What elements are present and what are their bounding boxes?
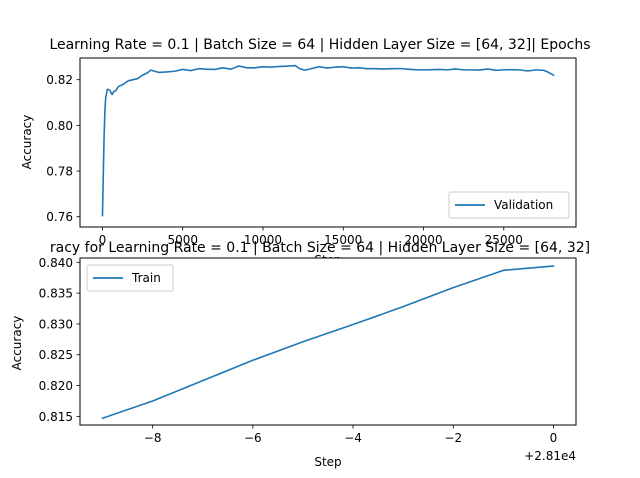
x-tick-label: 5000 (167, 233, 198, 247)
validation-chart: Learning Rate = 0.1 | Batch Size = 64 | … (20, 37, 591, 267)
x-tick-label: 25000 (485, 233, 523, 247)
y-tick-label: 0.815 (39, 410, 73, 424)
y-tick-label: 0.830 (39, 317, 73, 331)
y-tick-label: 0.840 (39, 256, 73, 270)
chart-title: Learning Rate = 0.1 | Batch Size = 64 | … (49, 37, 590, 53)
x-tick-label: 0 (99, 233, 107, 247)
y-tick-label: 0.820 (39, 379, 73, 393)
x-tick-label: 10000 (244, 233, 282, 247)
y-tick-label: 0.80 (46, 119, 73, 133)
x-tick-label: −8 (144, 431, 162, 445)
y-axis-label: Accuracy (10, 316, 24, 371)
y-ticks: 0.76 0.78 0.80 0.82 (46, 73, 80, 224)
x-tick-label: −2 (444, 431, 462, 445)
train-chart: racy for Learning Rate = 0.1 | Batch Siz… (10, 240, 590, 469)
series-line-validation (101, 64, 555, 217)
y-axis-label: Accuracy (20, 115, 34, 170)
marks-layer (101, 265, 555, 420)
legend-label-validation: Validation (494, 198, 553, 212)
plot-frame (79, 257, 577, 426)
x-tick-label: 0 (550, 431, 558, 445)
x-tick-label: −4 (344, 431, 362, 445)
legend-label-train: Train (131, 271, 161, 285)
y-tick-label: 0.82 (46, 73, 73, 87)
chart-title: racy for Learning Rate = 0.1 | Batch Siz… (50, 240, 590, 256)
y-tick-label: 0.835 (39, 287, 73, 301)
x-tick-label: 15000 (324, 233, 362, 247)
x-axis-offset-text: +2.81e4 (524, 449, 576, 463)
legend-box (86, 264, 174, 292)
x-axis-label: Step (314, 455, 341, 469)
legend: Train (86, 264, 174, 292)
y-tick-label: 0.78 (46, 165, 73, 179)
y-tick-label: 0.825 (39, 348, 73, 362)
x-ticks: 0 5000 10000 15000 20000 25000 (99, 227, 523, 247)
x-ticks: −8 −6 −4 −2 0 (144, 425, 557, 445)
legend: Validation (448, 191, 570, 219)
y-ticks: 0.815 0.820 0.825 0.830 0.835 0.840 (39, 256, 80, 424)
y-tick-label: 0.76 (46, 210, 73, 224)
x-tick-label: 20000 (404, 233, 442, 247)
plot-frame (79, 57, 577, 228)
series-line-train (101, 265, 555, 420)
marks-layer (101, 64, 555, 217)
x-tick-label: −6 (244, 431, 262, 445)
legend-box (448, 191, 570, 219)
